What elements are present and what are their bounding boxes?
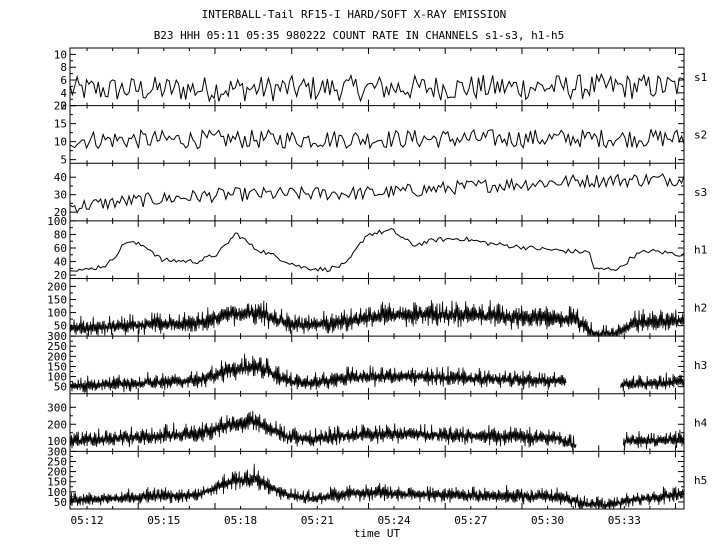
y-tick-label: 2 (60, 100, 67, 113)
x-axis-label: time UT (354, 527, 401, 540)
y-tick-label: 5 (60, 154, 67, 167)
panel-label-h3: h3 (694, 359, 707, 372)
y-tick-label: 150 (47, 293, 67, 306)
y-tick-label: 100 (47, 215, 67, 228)
y-tick-label: 80 (54, 228, 67, 241)
y-tick-label: 20 (54, 100, 67, 113)
panel-h4: h4 100 200 300 (47, 393, 708, 452)
y-tick-label: 300 (47, 445, 67, 458)
y-tick-label: 50 (54, 320, 67, 333)
y-tick-label: 100 (47, 486, 67, 499)
x-tick-label: 05:15 (147, 514, 180, 527)
y-tick-label: 15 (54, 118, 67, 131)
y-tick-label: 150 (47, 360, 67, 373)
y-tick-label: 150 (47, 476, 67, 489)
y-tick-label: 100 (47, 371, 67, 384)
series-line-h1 (69, 227, 685, 273)
y-tick-label: 100 (47, 307, 67, 320)
y-tick-label: 10 (54, 136, 67, 149)
panel-label-s1: s1 (694, 71, 707, 84)
y-tick-label: 200 (47, 466, 67, 479)
panel-label-h1: h1 (694, 244, 707, 257)
y-tick-label: 50 (54, 496, 67, 509)
chart-subtitle: B23 HHH 05:11 05:35 980222 COUNT RATE IN… (154, 29, 565, 42)
panel-label-h2: h2 (694, 301, 707, 314)
panel-s2: s2 5 10 15 20 (54, 100, 708, 167)
series-line-h5 (69, 463, 685, 510)
series-line-s3 (69, 173, 685, 215)
y-tick-label: 100 (47, 435, 67, 448)
x-tick-label: 05:12 (70, 514, 103, 527)
y-tick-label: 20 (54, 269, 67, 282)
series-line-h4 (69, 410, 685, 452)
y-tick-label: 200 (47, 418, 67, 431)
y-tick-label: 200 (47, 350, 67, 363)
y-tick-label: 8 (60, 61, 67, 74)
y-tick-label: 20 (54, 206, 67, 219)
y-tick-label: 250 (47, 455, 67, 468)
panel-s3: s3 20 30 40 (54, 162, 707, 221)
panel-label-s2: s2 (694, 128, 707, 141)
panel-label-s3: s3 (694, 186, 707, 199)
y-tick-label: 200 (47, 280, 67, 293)
x-tick-label: 05:24 (377, 514, 410, 527)
x-tick-label: 05:30 (531, 514, 564, 527)
panel-label-h4: h4 (694, 417, 708, 430)
series-line-h3 (69, 353, 685, 393)
x-axis: 05:12 05:15 05:18 05:21 05:24 05:27 05:30 05:33 (70, 514, 640, 527)
x-tick-label: 05:33 (608, 514, 641, 527)
y-tick-label: 300 (47, 401, 67, 414)
series-line-s2 (69, 128, 685, 150)
y-tick-label: 10 (54, 48, 67, 61)
chart-title: INTERBALL-Tail RF15-I HARD/SOFT X-RAY EM… (202, 8, 507, 21)
y-tick-label: 300 (47, 330, 67, 343)
panel-label-h5: h5 (694, 474, 707, 487)
y-tick-label: 6 (60, 74, 67, 87)
x-tick-label: 05:21 (301, 514, 334, 527)
y-tick-label: 40 (54, 171, 67, 184)
y-tick-label: 250 (47, 340, 67, 353)
y-tick-label: 60 (54, 242, 67, 255)
y-tick-label: 4 (60, 87, 67, 100)
series-line-h2 (69, 300, 685, 337)
x-tick-label: 05:18 (224, 514, 257, 527)
y-tick-label: 40 (54, 256, 67, 269)
series-line-s1 (69, 72, 685, 103)
x-tick-label: 05:27 (454, 514, 487, 527)
y-tick-label: 50 (54, 381, 67, 394)
y-tick-label: 30 (54, 189, 67, 202)
